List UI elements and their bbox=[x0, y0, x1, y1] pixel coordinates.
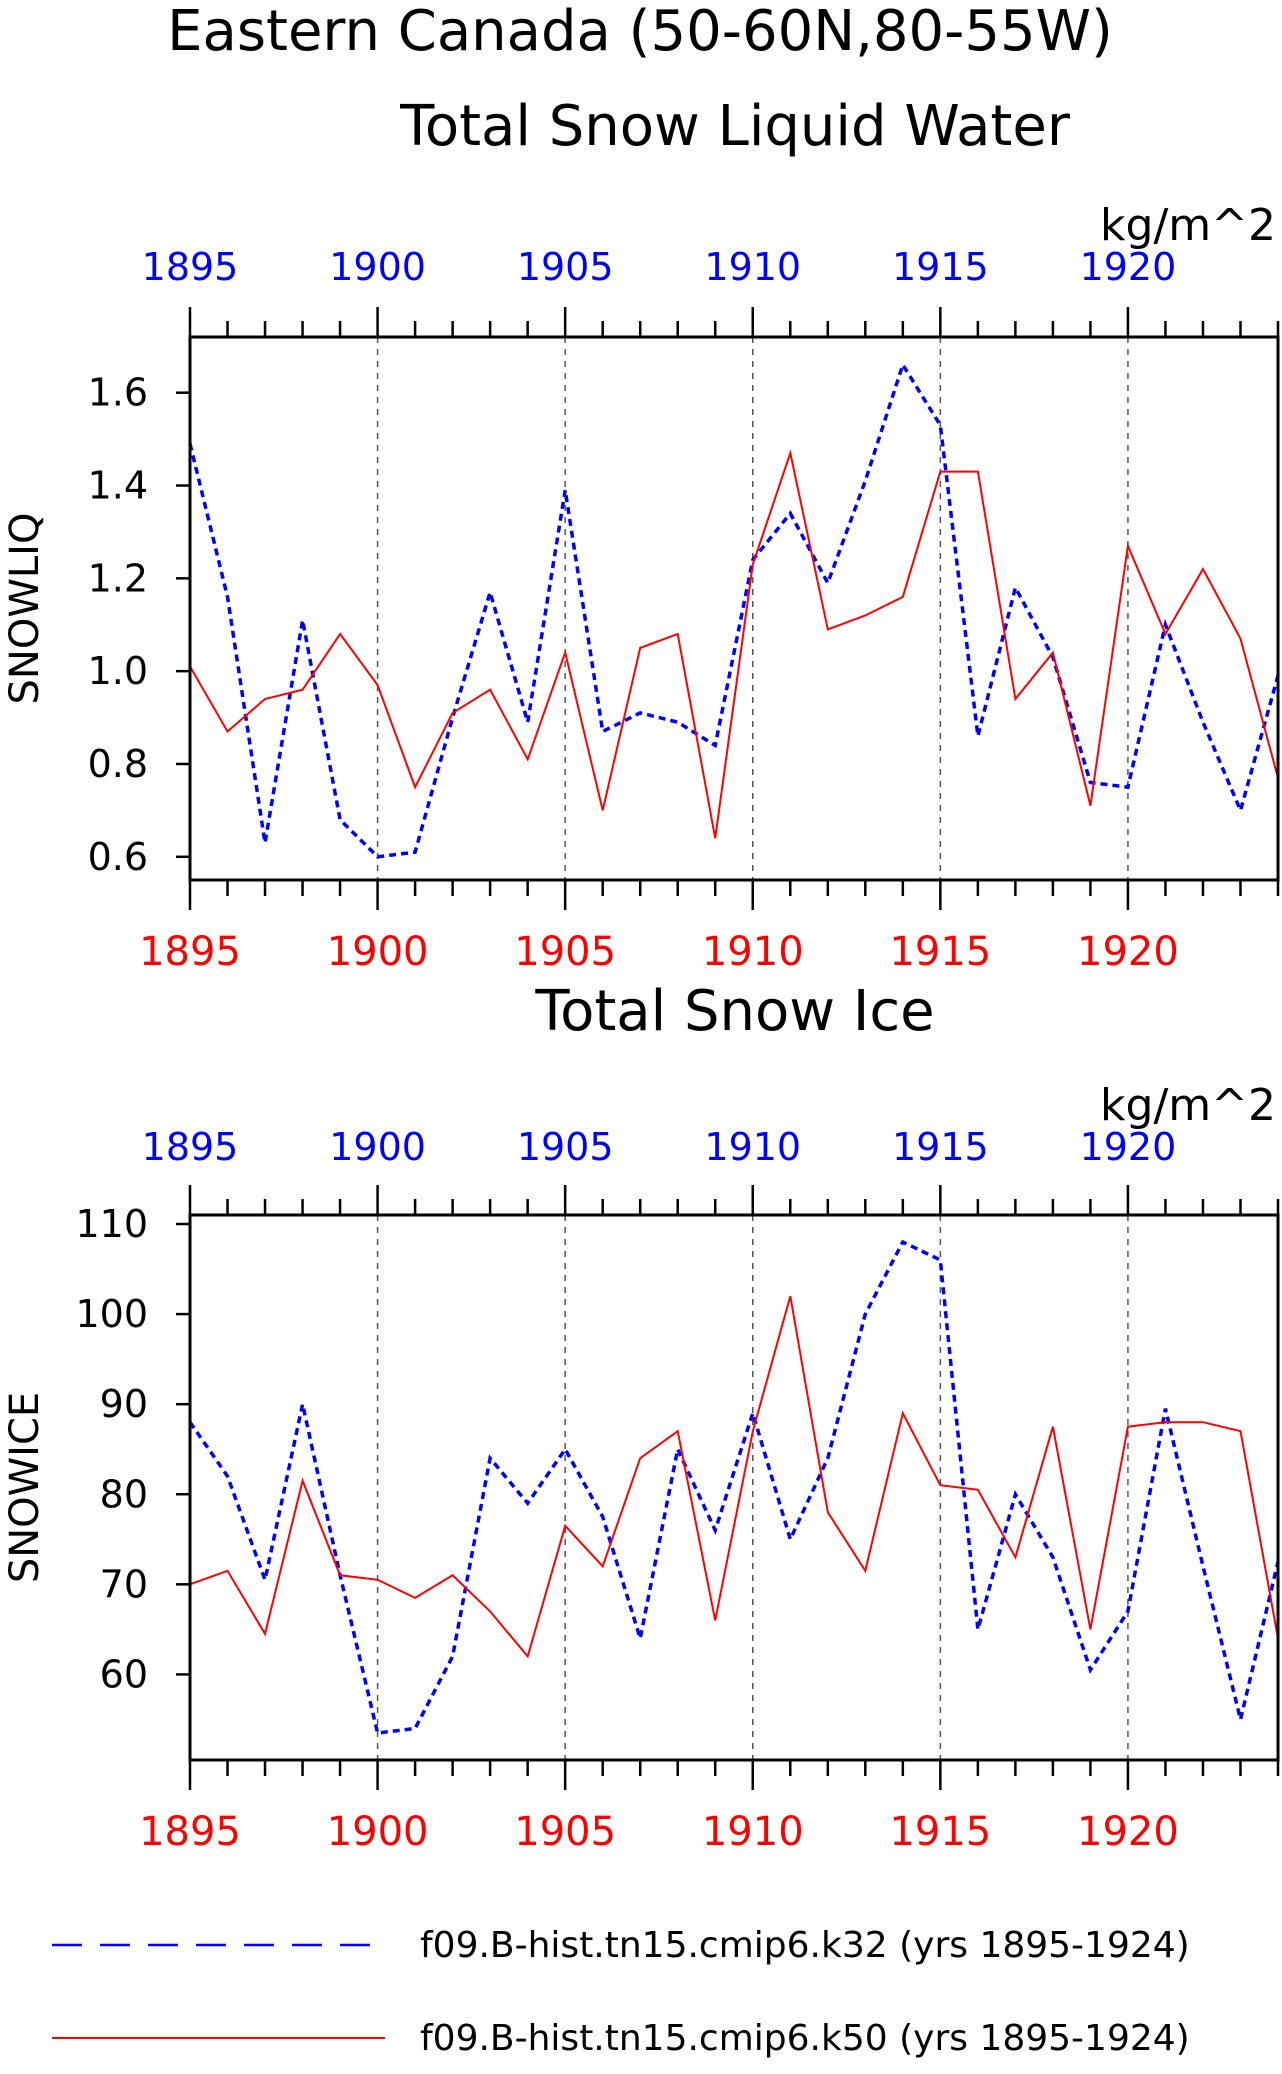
top-x-tick-label: 1905 bbox=[517, 1125, 614, 1169]
y-tick-label: 1.0 bbox=[88, 649, 148, 693]
bottom-x-tick-label: 1915 bbox=[889, 929, 991, 975]
top-x-tick-label: 1910 bbox=[704, 1125, 801, 1169]
y-tick-label: 1.2 bbox=[88, 556, 148, 600]
bottom-x-tick-label: 1920 bbox=[1077, 929, 1179, 975]
bottom-x-tick-label: 1900 bbox=[327, 1809, 429, 1855]
top-x-tick-label: 1920 bbox=[1080, 245, 1177, 289]
legend-label: f09.B-hist.tn15.cmip6.k32 (yrs 1895-1924… bbox=[420, 1925, 1190, 1966]
legend: f09.B-hist.tn15.cmip6.k32 (yrs 1895-1924… bbox=[52, 1925, 1190, 2059]
y-tick-label: 70 bbox=[100, 1562, 148, 1606]
y-tick-label: 110 bbox=[75, 1202, 148, 1246]
bottom-x-tick-label: 1910 bbox=[702, 929, 804, 975]
top-x-tick-label: 1910 bbox=[704, 245, 801, 289]
panel-title: Total Snow Liquid Water bbox=[399, 94, 1071, 159]
top-x-tick-label: 1915 bbox=[892, 245, 989, 289]
top-x-tick-label: 1905 bbox=[517, 245, 614, 289]
y-tick-label: 60 bbox=[100, 1652, 148, 1696]
plot-frame bbox=[188, 335, 1280, 882]
y-tick-label: 80 bbox=[100, 1472, 148, 1516]
bottom-x-tick-label: 1910 bbox=[702, 1809, 804, 1855]
y-tick-label: 1.6 bbox=[88, 371, 148, 415]
y-axis-label: SNOWLIQ bbox=[2, 513, 48, 705]
y-tick-label: 0.8 bbox=[88, 742, 148, 786]
bottom-x-tick-label: 1920 bbox=[1077, 1809, 1179, 1855]
series-line-k50 bbox=[189, 449, 1279, 839]
legend-label: f09.B-hist.tn15.cmip6.k50 (yrs 1895-1924… bbox=[420, 2018, 1190, 2059]
bottom-x-tick-label: 1895 bbox=[139, 929, 241, 975]
bottom-x-tick-label: 1905 bbox=[514, 1809, 616, 1855]
series-line-k32 bbox=[188, 360, 1280, 859]
y-tick-label: 1.4 bbox=[88, 464, 148, 508]
series-line-k32 bbox=[188, 1239, 1280, 1735]
bottom-x-tick-label: 1905 bbox=[514, 929, 616, 975]
top-x-tick-label: 1895 bbox=[142, 245, 239, 289]
bottom-x-tick-label: 1895 bbox=[139, 1809, 241, 1855]
top-x-tick-label: 1920 bbox=[1080, 1125, 1177, 1169]
y-axis-label: SNOWICE bbox=[2, 1392, 48, 1583]
y-tick-label: 0.6 bbox=[88, 835, 148, 879]
series-line-k50 bbox=[189, 1295, 1279, 1659]
figure-title: Eastern Canada (50-60N,80-55W) bbox=[167, 0, 1113, 64]
plot-frame bbox=[188, 1213, 1280, 1762]
panel-snowice: Total Snow Ice kg/m^2 1895 1895 1900 1900 1905… bbox=[2, 979, 1280, 1855]
bottom-x-tick-label: 1915 bbox=[889, 1809, 991, 1855]
top-x-tick-label: 1900 bbox=[329, 245, 426, 289]
top-x-tick-label: 1915 bbox=[892, 1125, 989, 1169]
panel-title: Total Snow Ice bbox=[534, 979, 934, 1044]
y-tick-label: 100 bbox=[75, 1292, 148, 1336]
units-label: kg/m^2 bbox=[1100, 1080, 1276, 1131]
y-tick-label: 90 bbox=[100, 1382, 148, 1426]
panel-snowliq: Total Snow Liquid Water kg/m^2 1895 1895 190… bbox=[2, 94, 1280, 975]
top-x-tick-label: 1900 bbox=[329, 1125, 426, 1169]
units-label: kg/m^2 bbox=[1100, 200, 1276, 251]
top-x-tick-label: 1895 bbox=[142, 1125, 239, 1169]
bottom-x-tick-label: 1900 bbox=[327, 929, 429, 975]
